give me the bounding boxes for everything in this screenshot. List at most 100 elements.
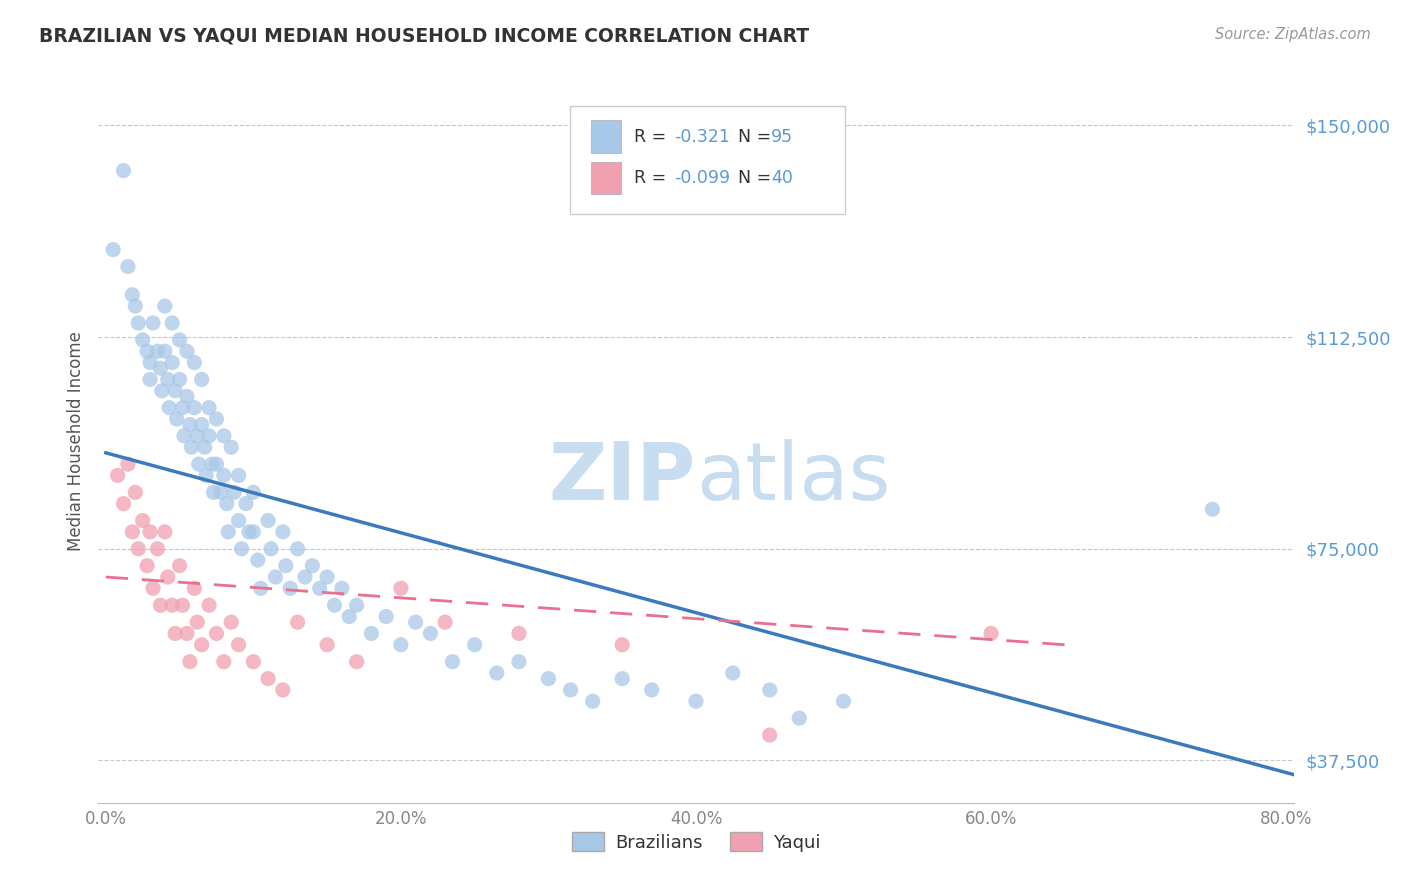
- Point: [183, 401, 205, 415]
- Text: 95: 95: [772, 128, 793, 145]
- Point: [217, 524, 239, 539]
- Point: [301, 558, 323, 573]
- Point: [231, 541, 253, 556]
- Point: [160, 316, 183, 330]
- Point: [156, 372, 179, 386]
- Point: [219, 615, 242, 630]
- Point: [165, 626, 187, 640]
- Point: [205, 626, 228, 640]
- Point: [176, 344, 198, 359]
- Point: [612, 672, 634, 686]
- Point: [205, 412, 228, 426]
- Point: [157, 401, 180, 415]
- Point: [274, 558, 297, 573]
- Point: [787, 711, 810, 725]
- Point: [101, 243, 124, 257]
- Point: [330, 582, 353, 596]
- Point: [187, 457, 209, 471]
- Point: [1201, 502, 1223, 516]
- Point: [186, 615, 208, 630]
- Point: [257, 672, 280, 686]
- Point: [131, 514, 153, 528]
- Point: [183, 355, 205, 369]
- Point: [201, 457, 224, 471]
- Point: [153, 524, 176, 539]
- Point: [190, 638, 212, 652]
- Point: [294, 570, 316, 584]
- Point: [169, 372, 191, 386]
- Point: [346, 655, 368, 669]
- Point: [124, 485, 146, 500]
- Point: [160, 355, 183, 369]
- Point: [146, 541, 169, 556]
- Text: -0.321: -0.321: [675, 128, 730, 145]
- Point: [271, 524, 294, 539]
- Point: [242, 524, 264, 539]
- Point: [172, 401, 194, 415]
- Point: [308, 582, 330, 596]
- Point: [287, 615, 309, 630]
- Point: [375, 609, 398, 624]
- Point: [641, 682, 664, 697]
- Point: [419, 626, 441, 640]
- Point: [287, 541, 309, 556]
- FancyBboxPatch shape: [591, 120, 620, 153]
- Point: [758, 728, 780, 742]
- Point: [180, 440, 202, 454]
- Text: N =: N =: [738, 169, 776, 186]
- Point: [434, 615, 457, 630]
- Point: [441, 655, 464, 669]
- Text: BRAZILIAN VS YAQUI MEDIAN HOUSEHOLD INCOME CORRELATION CHART: BRAZILIAN VS YAQUI MEDIAN HOUSEHOLD INCO…: [39, 27, 810, 45]
- Point: [582, 694, 605, 708]
- Point: [508, 655, 530, 669]
- Point: [721, 665, 744, 680]
- Point: [508, 626, 530, 640]
- Point: [249, 582, 271, 596]
- Legend: Brazilians, Yaqui: Brazilians, Yaqui: [564, 825, 828, 859]
- Point: [209, 485, 232, 500]
- Point: [156, 570, 179, 584]
- Point: [278, 582, 301, 596]
- Point: [405, 615, 427, 630]
- Point: [980, 626, 1002, 640]
- Point: [190, 372, 212, 386]
- Point: [389, 638, 412, 652]
- Point: [107, 468, 129, 483]
- Point: [224, 485, 246, 500]
- FancyBboxPatch shape: [591, 161, 620, 194]
- Point: [153, 299, 176, 313]
- Point: [257, 514, 280, 528]
- Point: [202, 485, 225, 500]
- Point: [112, 163, 135, 178]
- Point: [235, 497, 257, 511]
- Point: [149, 599, 172, 613]
- Text: atlas: atlas: [696, 439, 890, 516]
- Point: [194, 440, 217, 454]
- Point: [316, 570, 339, 584]
- Point: [316, 638, 339, 652]
- Point: [464, 638, 486, 652]
- Text: 40: 40: [772, 169, 793, 186]
- Point: [215, 497, 238, 511]
- Point: [176, 626, 198, 640]
- Point: [179, 417, 201, 432]
- Point: [127, 541, 149, 556]
- Text: R =: R =: [634, 169, 672, 186]
- Point: [183, 582, 205, 596]
- Point: [136, 344, 159, 359]
- Point: [139, 524, 162, 539]
- Point: [117, 260, 139, 274]
- Point: [228, 468, 250, 483]
- Point: [153, 344, 176, 359]
- Point: [360, 626, 382, 640]
- Point: [242, 485, 264, 500]
- Point: [127, 316, 149, 330]
- Point: [195, 468, 218, 483]
- Point: [142, 582, 165, 596]
- Point: [260, 541, 283, 556]
- Point: [832, 694, 855, 708]
- Point: [685, 694, 707, 708]
- Point: [264, 570, 287, 584]
- Point: [198, 429, 221, 443]
- Point: [146, 344, 169, 359]
